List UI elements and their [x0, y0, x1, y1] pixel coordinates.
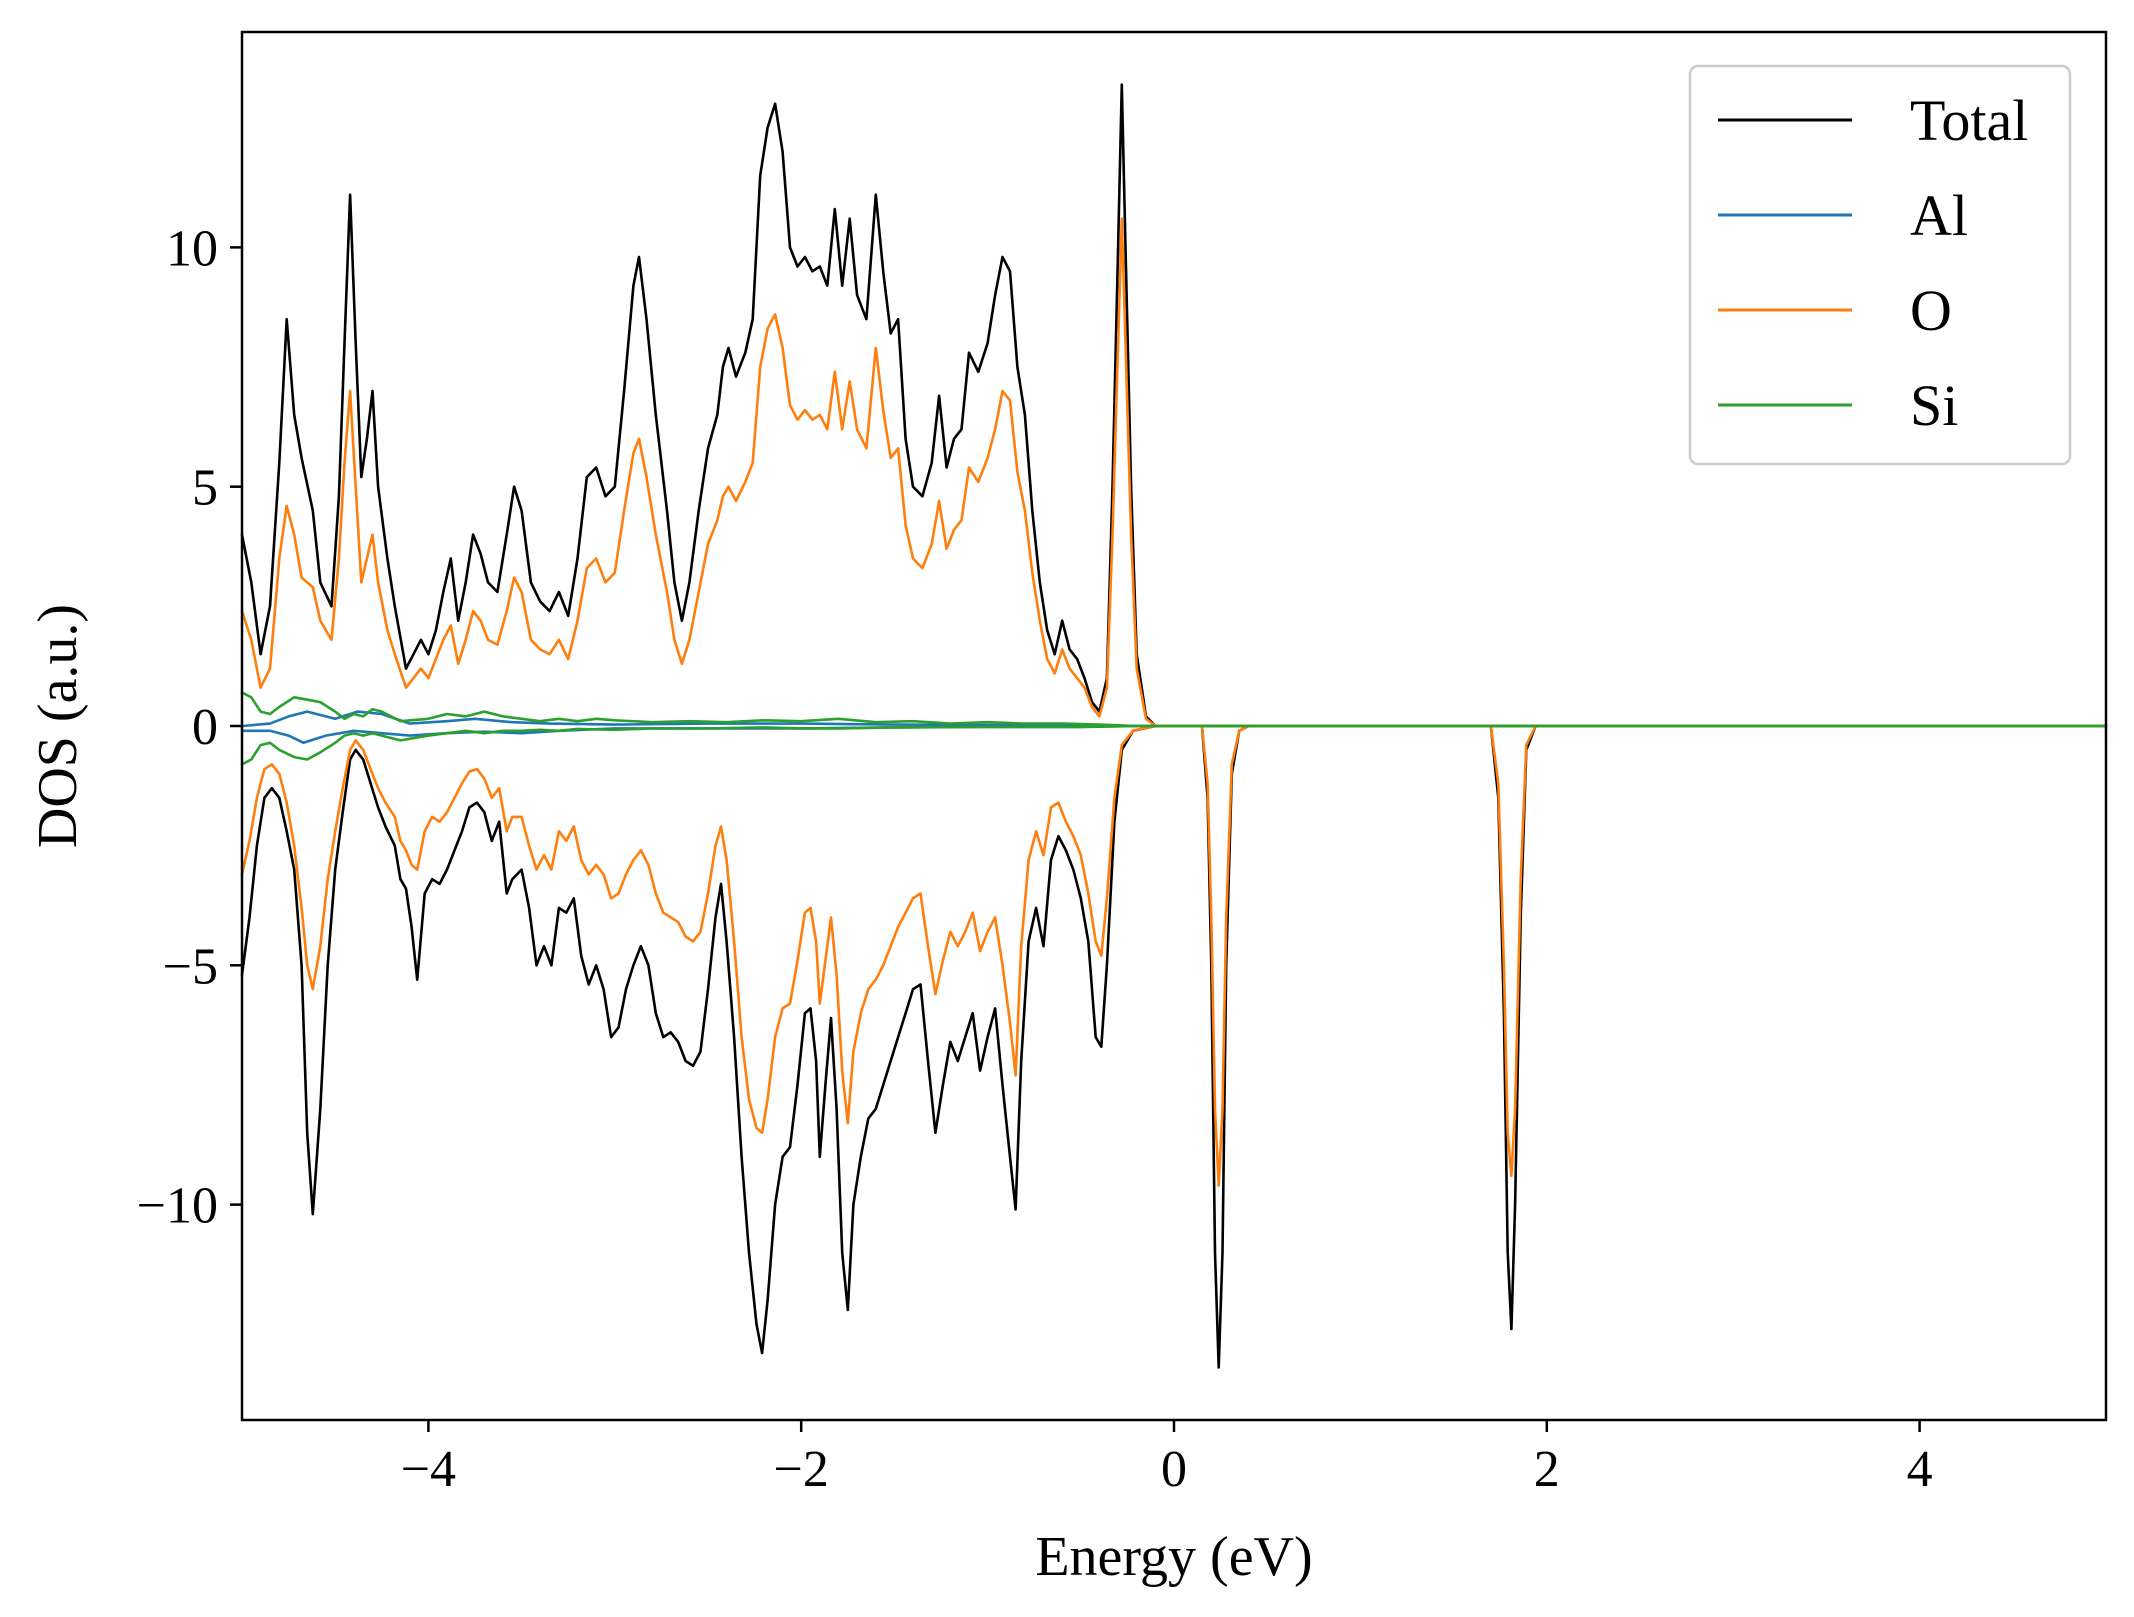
series-line-si-up [240, 691, 2108, 728]
x-tick-label: −4 [401, 1441, 456, 1498]
x-tick-label: −2 [774, 1441, 829, 1498]
y-tick-label: 5 [192, 460, 218, 517]
legend-label-total: Total [1910, 88, 2028, 153]
series-layer [240, 83, 2108, 1369]
legend-box [1688, 64, 2072, 466]
y-axis-label: DOS (a.u.) [27, 604, 89, 848]
x-tick-label: 2 [1534, 1441, 1560, 1498]
legend-label-si: Si [1910, 373, 1958, 438]
series-line-total-up [240, 83, 2108, 728]
y-tick-label: −10 [137, 1178, 218, 1235]
series-line-si-down [240, 724, 2108, 766]
x-axis-ticks: −4 −2 0 2 4 [401, 1420, 1933, 1498]
legend-label-o: O [1910, 278, 1952, 343]
series-line-o-up [240, 217, 2108, 728]
legend-label-al: Al [1910, 183, 1968, 248]
series-line-o-down [240, 724, 2108, 1187]
x-tick-label: 0 [1161, 1441, 1187, 1498]
y-tick-label: 0 [192, 699, 218, 756]
y-axis-ticks: −10 −5 0 5 10 [137, 220, 242, 1235]
series-line-al-up [240, 710, 2108, 728]
x-tick-label: 4 [1907, 1441, 1933, 1498]
y-tick-label: −5 [163, 938, 218, 995]
series-line-total-down [240, 724, 2108, 1369]
y-tick-label: 10 [166, 220, 218, 277]
x-axis-label: Energy (eV) [1035, 1526, 1312, 1588]
legend: Total Al O Si [1688, 64, 2072, 466]
